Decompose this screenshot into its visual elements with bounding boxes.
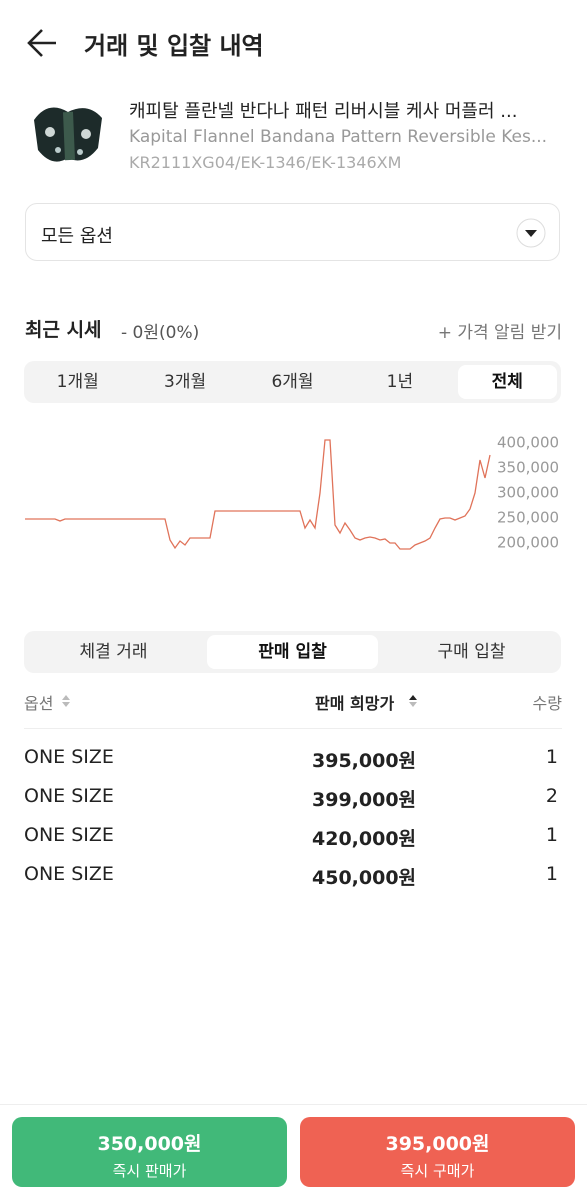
price-alert[interactable]: + 가격 알림 받기 xyxy=(437,323,562,343)
option-cell: ONE SIZE xyxy=(24,785,114,807)
tab[interactable]: 구매 입찰 xyxy=(437,642,506,662)
option-cell: ONE SIZE xyxy=(24,824,114,846)
option-cell: ONE SIZE xyxy=(24,863,114,885)
page-title: 거래 및 입찰 내역 xyxy=(84,32,264,60)
product-name: 캐피탈 플란넬 반다나 패턴 리버시블 케사 머플러 ... xyxy=(129,101,518,122)
tab[interactable]: 판매 입찰 xyxy=(207,635,378,669)
divider xyxy=(0,1104,587,1105)
table-row: ONE SIZE 399,000원 2 xyxy=(24,785,562,824)
tab[interactable]: 1년 xyxy=(386,372,414,392)
quantity-cell: 1 xyxy=(545,824,558,846)
table-header: 옵션 판매 희망가 수량 xyxy=(24,690,562,729)
recent-price-label: 최근 시세 xyxy=(25,319,102,341)
price-cell: 399,000원 xyxy=(312,789,417,811)
product-image xyxy=(34,107,102,162)
dropdown-icon xyxy=(516,218,546,248)
y-tick-label: 200,000 xyxy=(497,534,559,552)
quantity-cell: 1 xyxy=(545,746,558,768)
price-chart: 200,000 250,000 300,000 350,000 400,000 xyxy=(25,434,559,552)
quantity-cell: 2 xyxy=(545,785,558,807)
table-row: ONE SIZE 450,000원 1 xyxy=(24,863,562,902)
tab[interactable]: 1개월 xyxy=(56,372,99,392)
option-select[interactable]: 모든 옵션 xyxy=(25,203,560,261)
column-header[interactable]: 옵션 xyxy=(24,694,54,713)
buy-label: 즉시 구매가 xyxy=(400,1162,475,1180)
y-tick-label: 350,000 xyxy=(497,459,559,477)
table-row: ONE SIZE 395,000원 1 xyxy=(24,746,562,785)
recent-price-change: - 0원(0%) xyxy=(121,323,200,343)
price-cell: 450,000원 xyxy=(312,867,417,889)
product-name-en: Kapital Flannel Bandana Pattern Reversib… xyxy=(129,127,548,147)
price-line xyxy=(25,439,491,550)
tab[interactable]: 3개월 xyxy=(164,372,207,392)
quantity-cell: 1 xyxy=(545,863,558,885)
sell-price: 350,000원 xyxy=(97,1133,202,1155)
trade-tabs: 체결 거래 판매 입찰 구매 입찰 xyxy=(24,631,561,673)
tab[interactable]: 6개월 xyxy=(271,372,314,392)
y-tick-label: 300,000 xyxy=(497,484,559,502)
product-code: KR2111XG04/EK-1346/EK-1346XM xyxy=(129,153,402,172)
price-cell: 395,000원 xyxy=(312,750,417,772)
sell-label: 즉시 판매가 xyxy=(112,1162,187,1180)
price-cell: 420,000원 xyxy=(312,828,417,850)
column-header[interactable]: 수량 xyxy=(532,694,562,713)
sort-icon xyxy=(409,695,417,707)
tab[interactable]: 체결 거래 xyxy=(79,642,148,662)
period-tabs: 1개월 3개월 6개월 1년 전체 xyxy=(24,361,561,403)
option-cell: ONE SIZE xyxy=(24,746,114,768)
column-header[interactable]: 판매 희망가 xyxy=(315,694,395,713)
y-tick-label: 400,000 xyxy=(497,434,559,452)
back-button[interactable] xyxy=(26,28,58,58)
table-row: ONE SIZE 420,000원 1 xyxy=(24,824,562,863)
tab[interactable]: 전체 xyxy=(457,365,557,399)
buy-price: 395,000원 xyxy=(385,1133,490,1155)
option-select-label: 모든 옵션 xyxy=(41,226,113,247)
sort-icon xyxy=(62,695,70,707)
y-tick-label: 250,000 xyxy=(497,509,559,527)
